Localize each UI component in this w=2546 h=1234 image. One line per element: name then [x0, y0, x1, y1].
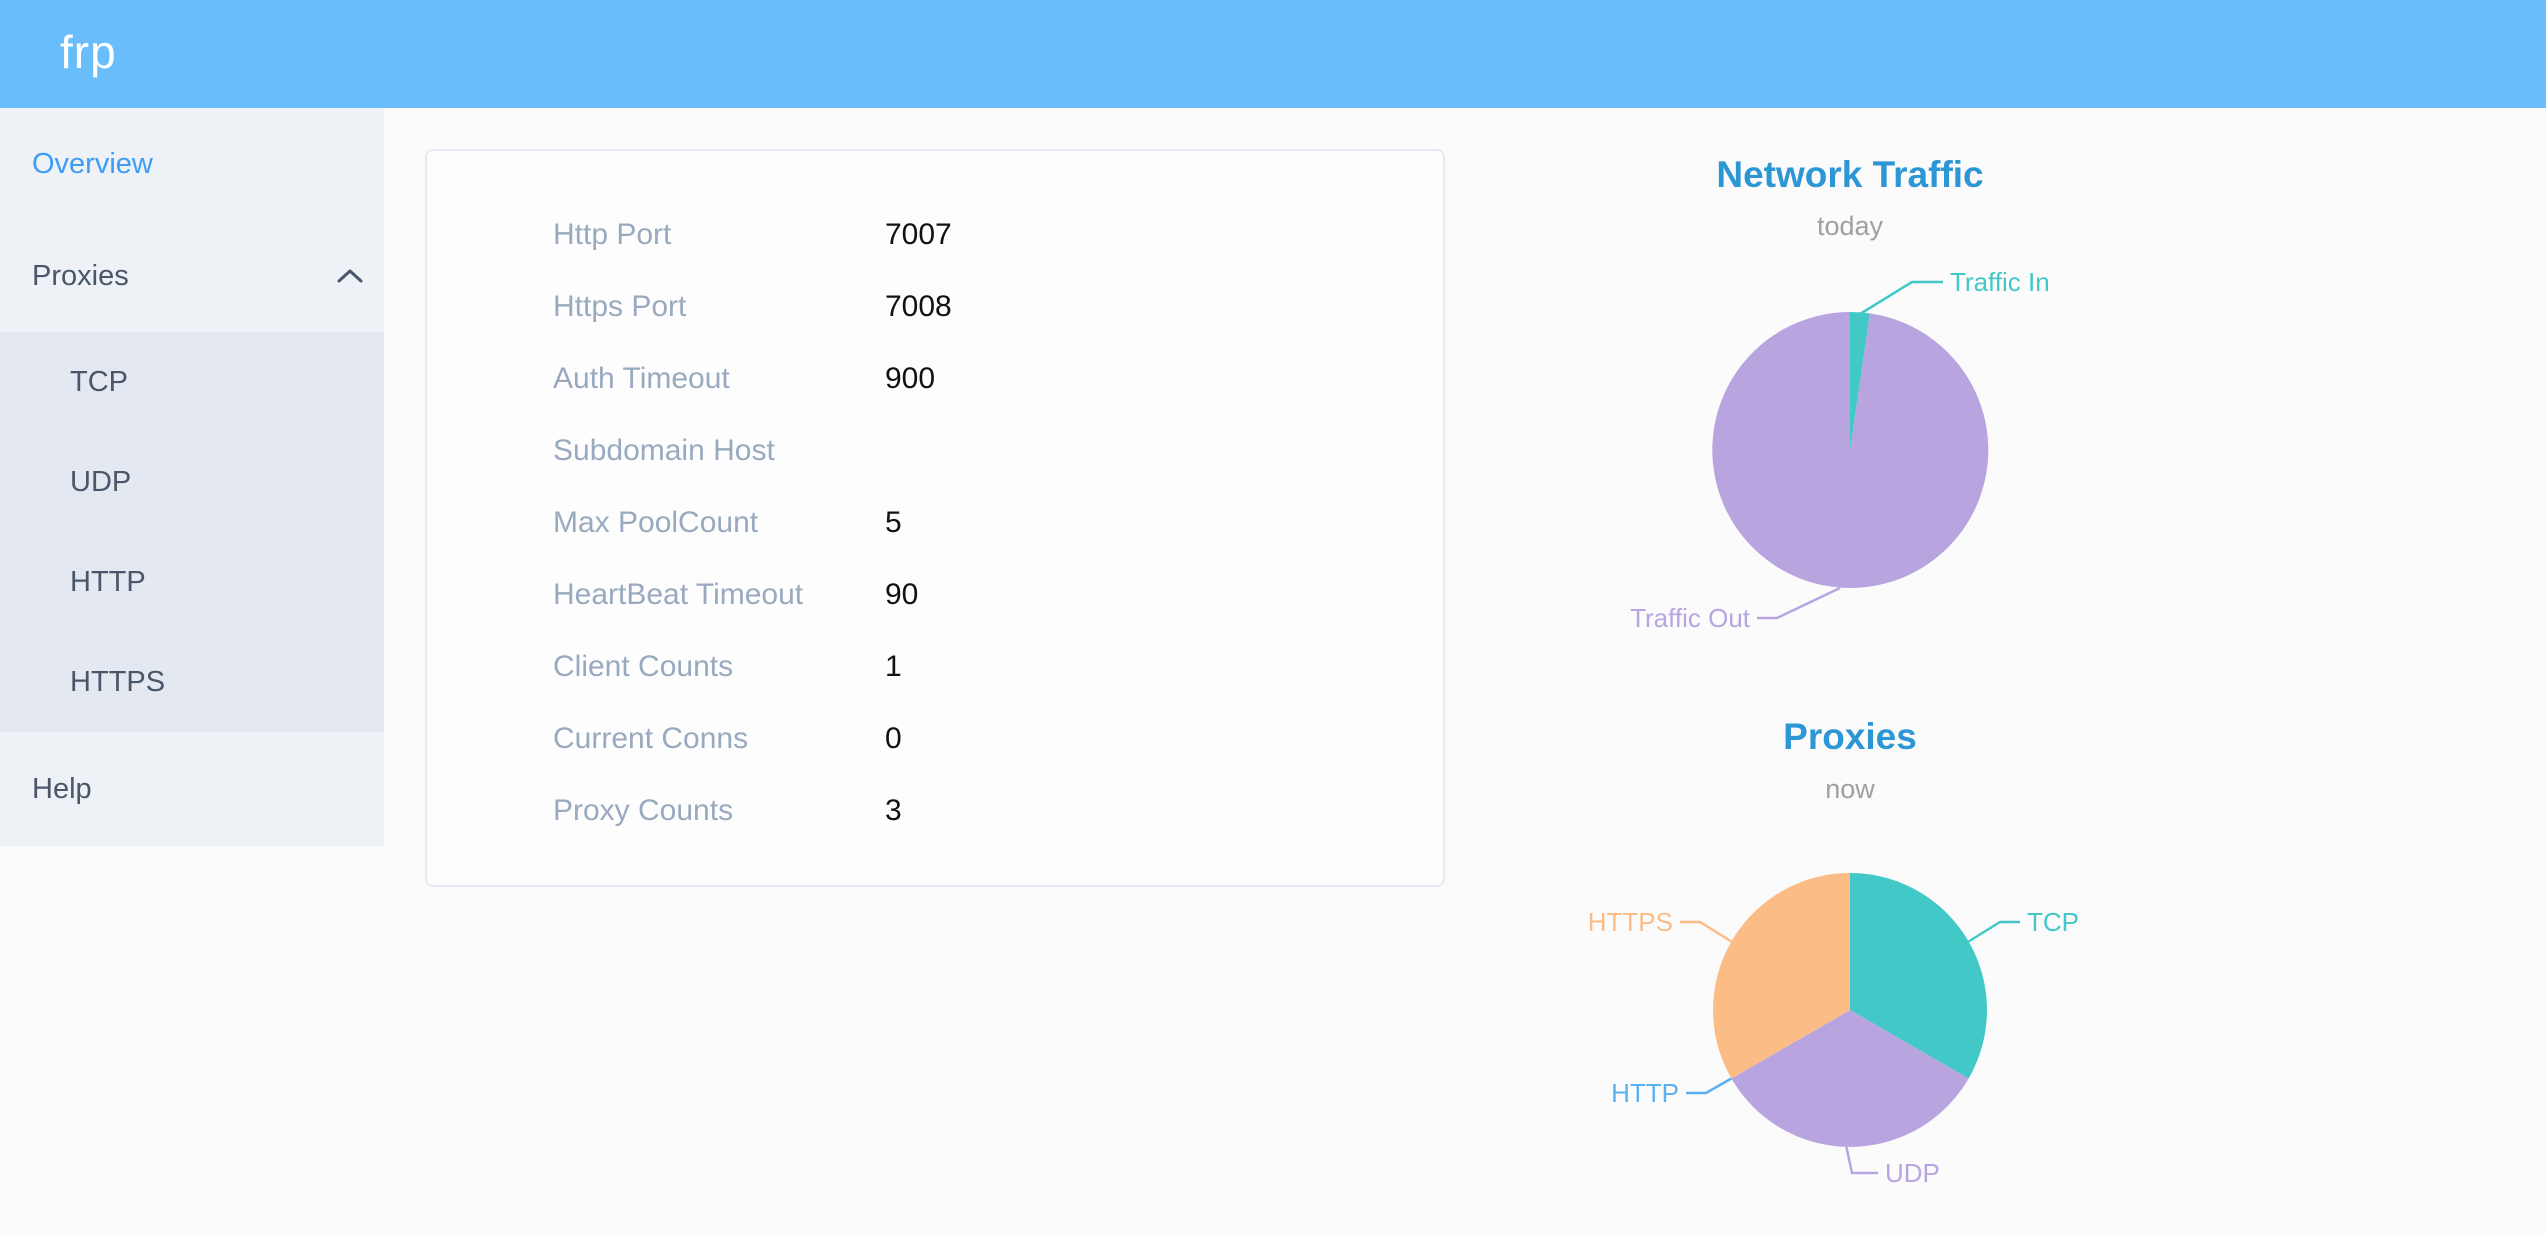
- config-value: 1: [885, 650, 902, 683]
- config-label: Max PoolCount: [553, 506, 759, 539]
- config-value: 0: [885, 722, 902, 755]
- sidebar-item-overview-label: Overview: [32, 148, 153, 180]
- pie-label-http: HTTP: [1611, 1078, 1679, 1108]
- pie-label-https: HTTPS: [1588, 907, 1673, 937]
- sidebar-item-http[interactable]: HTTP: [0, 532, 384, 632]
- config-label: Https Port: [553, 290, 687, 323]
- config-label: Http Port: [553, 218, 672, 251]
- config-row-client-counts: Client Counts 1: [427, 631, 1443, 703]
- config-row-proxy-counts: Proxy Counts 3: [427, 775, 1443, 847]
- sidebar-item-https[interactable]: HTTPS: [0, 632, 384, 732]
- config-label: Auth Timeout: [553, 362, 730, 395]
- sidebar-item-proxies[interactable]: Proxies: [0, 220, 384, 332]
- chevron-up-icon[interactable]: [336, 267, 364, 285]
- sidebar-item-http-label: HTTP: [70, 566, 146, 598]
- network-traffic-chart-subtitle: today: [1816, 211, 1884, 241]
- config-row-http-port: Http Port 7007: [427, 199, 1443, 271]
- leader-line-traffic-in: [1859, 280, 1943, 316]
- network-traffic-chart-title: Network Traffic: [1716, 154, 1984, 195]
- config-row-subdomain-host: Subdomain Host: [427, 415, 1443, 487]
- config-row-current-conns: Current Conns 0: [427, 703, 1443, 775]
- pie-label-tcp: TCP: [2027, 907, 2079, 937]
- config-value: 3: [885, 794, 902, 827]
- leader-line-http: [1686, 1077, 1733, 1095]
- app-logo: frp: [60, 26, 117, 78]
- leader-line-udp: [1844, 1144, 1878, 1175]
- app-header: frp: [0, 0, 2546, 108]
- config-row-heartbeat-timeout: HeartBeat Timeout 90: [427, 559, 1443, 631]
- pie-label-traffic-out: Traffic Out: [1630, 603, 1751, 633]
- config-label: Proxy Counts: [553, 794, 734, 827]
- config-value: 900: [885, 362, 936, 395]
- config-label: HeartBeat Timeout: [553, 578, 804, 611]
- sidebar-item-https-label: HTTPS: [70, 666, 166, 698]
- proxies-chart-subtitle: now: [1825, 774, 1875, 804]
- config-value: 5: [885, 506, 902, 539]
- config-row-auth-timeout: Auth Timeout 900: [427, 343, 1443, 415]
- config-label: Current Conns: [553, 722, 749, 755]
- config-value: 7008: [885, 290, 952, 323]
- sidebar-item-udp[interactable]: UDP: [0, 432, 384, 532]
- config-label: Subdomain Host: [553, 434, 775, 467]
- sidebar-item-udp-label: UDP: [70, 466, 132, 498]
- leader-line-https: [1680, 920, 1733, 943]
- pie-slice-traffic-out: [1712, 312, 1989, 588]
- sidebar: Overview Proxies TCP UDP HTTP HTTPS Help: [0, 108, 384, 846]
- sidebar-item-tcp-label: TCP: [70, 366, 128, 398]
- pie-slice-https: [1713, 873, 1850, 1079]
- sidebar-item-help-label: Help: [32, 773, 92, 805]
- pie-label-traffic-in: Traffic In: [1950, 267, 2050, 297]
- config-row-max-poolcount: Max PoolCount 5: [427, 487, 1443, 559]
- sidebar-item-tcp[interactable]: TCP: [0, 332, 384, 432]
- sidebar-item-proxies-label: Proxies: [32, 260, 129, 292]
- config-value: 90: [885, 578, 919, 611]
- proxies-chart-title: Proxies: [1783, 716, 1917, 757]
- network-traffic-pie-chart: Traffic In Traffic Out: [1630, 267, 2050, 633]
- leader-line-tcp: [1967, 920, 2020, 943]
- sidebar-item-help[interactable]: Help: [0, 732, 384, 846]
- pie-slice-traffic-in: [1850, 311, 1870, 450]
- pie-label-udp: UDP: [1885, 1158, 1940, 1188]
- proxies-pie-chart: TCP HTTPS HTTP UDP: [1588, 873, 2079, 1188]
- config-label: Client Counts: [553, 650, 734, 683]
- pie-slice-tcp: [1850, 873, 1987, 1079]
- proxies-submenu: TCP UDP HTTP HTTPS: [0, 332, 384, 732]
- config-row-https-port: Https Port 7008: [427, 271, 1443, 343]
- config-value: 7007: [885, 218, 952, 251]
- pie-slice-udp: [1731, 1010, 1969, 1147]
- server-config-card: Http Port 7007 Https Port 7008 Auth Time…: [425, 149, 1445, 887]
- sidebar-item-overview[interactable]: Overview: [0, 108, 384, 220]
- leader-line-traffic-out: [1757, 586, 1841, 620]
